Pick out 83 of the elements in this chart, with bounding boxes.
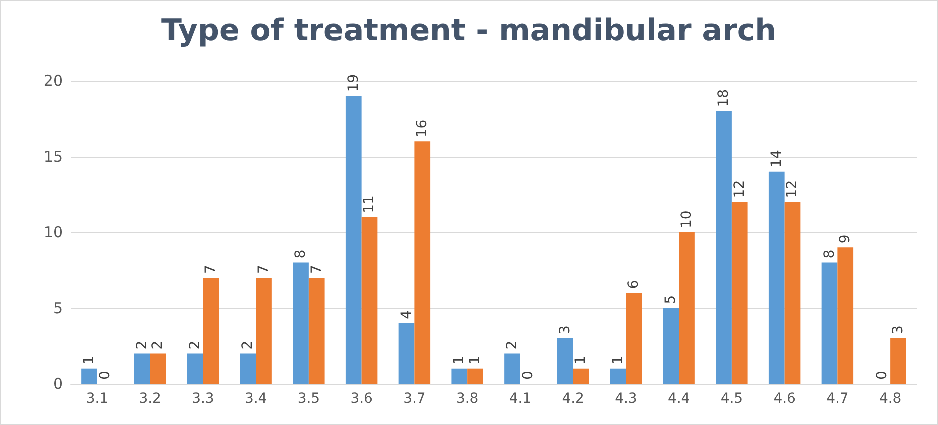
data-label: 7 bbox=[256, 265, 272, 274]
x-tick-label: 3.5 bbox=[298, 391, 320, 407]
bar bbox=[414, 142, 431, 384]
bar bbox=[203, 278, 220, 384]
x-tick-label: 4.4 bbox=[668, 391, 690, 407]
chart-title: Type of treatment - mandibular arch bbox=[162, 14, 776, 48]
data-label: 11 bbox=[362, 196, 378, 214]
data-label: 18 bbox=[716, 89, 732, 108]
x-tick-label: 4.8 bbox=[879, 391, 902, 407]
y-tick-label: 5 bbox=[53, 299, 63, 318]
bar bbox=[240, 354, 256, 384]
data-label: 8 bbox=[293, 250, 310, 259]
bar bbox=[626, 293, 642, 384]
x-tick-label: 4.2 bbox=[562, 391, 584, 407]
x-tick-label: 3.2 bbox=[139, 391, 162, 407]
x-tick-label: 4.1 bbox=[509, 391, 532, 407]
bar bbox=[822, 262, 838, 384]
x-tick-label: 3.3 bbox=[192, 391, 214, 407]
bar bbox=[557, 338, 574, 384]
data-label: 0 bbox=[874, 371, 891, 380]
bar bbox=[293, 262, 309, 384]
bar bbox=[732, 202, 748, 384]
data-label: 1 bbox=[452, 356, 468, 365]
x-tick-label: 3.7 bbox=[404, 391, 426, 407]
y-tick-label: 15 bbox=[44, 148, 63, 166]
bar bbox=[468, 368, 484, 384]
data-label: 14 bbox=[768, 150, 785, 168]
bar bbox=[134, 354, 150, 384]
x-tick-label: 3.6 bbox=[350, 391, 374, 407]
bar bbox=[398, 323, 415, 384]
bar bbox=[504, 354, 520, 384]
data-label: 4 bbox=[398, 310, 415, 320]
data-label: 19 bbox=[346, 74, 362, 92]
x-tick-label: 3.1 bbox=[86, 391, 109, 407]
data-label: 8 bbox=[822, 250, 838, 259]
data-label: 1 bbox=[573, 356, 590, 365]
x-tick-label: 4.3 bbox=[615, 391, 638, 407]
bar bbox=[346, 96, 362, 384]
bar bbox=[716, 111, 732, 384]
data-label: 2 bbox=[150, 340, 166, 350]
data-label: 1 bbox=[610, 356, 626, 365]
bar bbox=[768, 172, 785, 384]
data-label: 6 bbox=[626, 280, 642, 290]
data-label: 10 bbox=[678, 210, 695, 228]
bar bbox=[150, 354, 166, 384]
data-label: 1 bbox=[82, 356, 98, 365]
bar bbox=[679, 232, 695, 384]
data-label: 2 bbox=[240, 340, 256, 350]
data-label: 2 bbox=[504, 340, 521, 350]
bar bbox=[82, 368, 98, 384]
y-tick-label: 20 bbox=[44, 72, 63, 90]
bar bbox=[610, 368, 626, 384]
bar bbox=[362, 217, 378, 384]
data-label: 7 bbox=[308, 265, 325, 274]
x-tick-label: 4.5 bbox=[720, 391, 744, 407]
data-label: 2 bbox=[134, 340, 150, 350]
data-label: 2 bbox=[187, 340, 204, 350]
data-label: 1 bbox=[467, 356, 484, 365]
x-tick-label: 3.8 bbox=[456, 391, 479, 407]
x-tick-label: 3.4 bbox=[244, 391, 268, 407]
data-label: 5 bbox=[663, 295, 680, 304]
y-tick-label: 10 bbox=[44, 224, 63, 242]
y-tick-label: 0 bbox=[53, 375, 63, 393]
x-tick-label: 4.7 bbox=[826, 391, 849, 407]
bar bbox=[784, 202, 801, 384]
data-label: 12 bbox=[732, 180, 748, 198]
bar bbox=[573, 368, 590, 384]
bar bbox=[256, 278, 272, 384]
bar bbox=[838, 248, 854, 384]
data-label: 7 bbox=[203, 265, 220, 274]
data-label: 9 bbox=[838, 234, 854, 244]
data-label: 3 bbox=[890, 326, 906, 335]
data-label: 0 bbox=[97, 371, 114, 380]
data-label: 16 bbox=[414, 120, 431, 138]
data-label: 12 bbox=[784, 180, 801, 198]
x-tick-label: 4.6 bbox=[774, 391, 796, 407]
bar bbox=[890, 338, 906, 384]
bar bbox=[308, 278, 325, 384]
bar bbox=[187, 354, 204, 384]
data-label: 3 bbox=[557, 326, 574, 335]
bar bbox=[663, 308, 680, 384]
data-label: 0 bbox=[520, 371, 536, 380]
bar bbox=[452, 368, 468, 384]
